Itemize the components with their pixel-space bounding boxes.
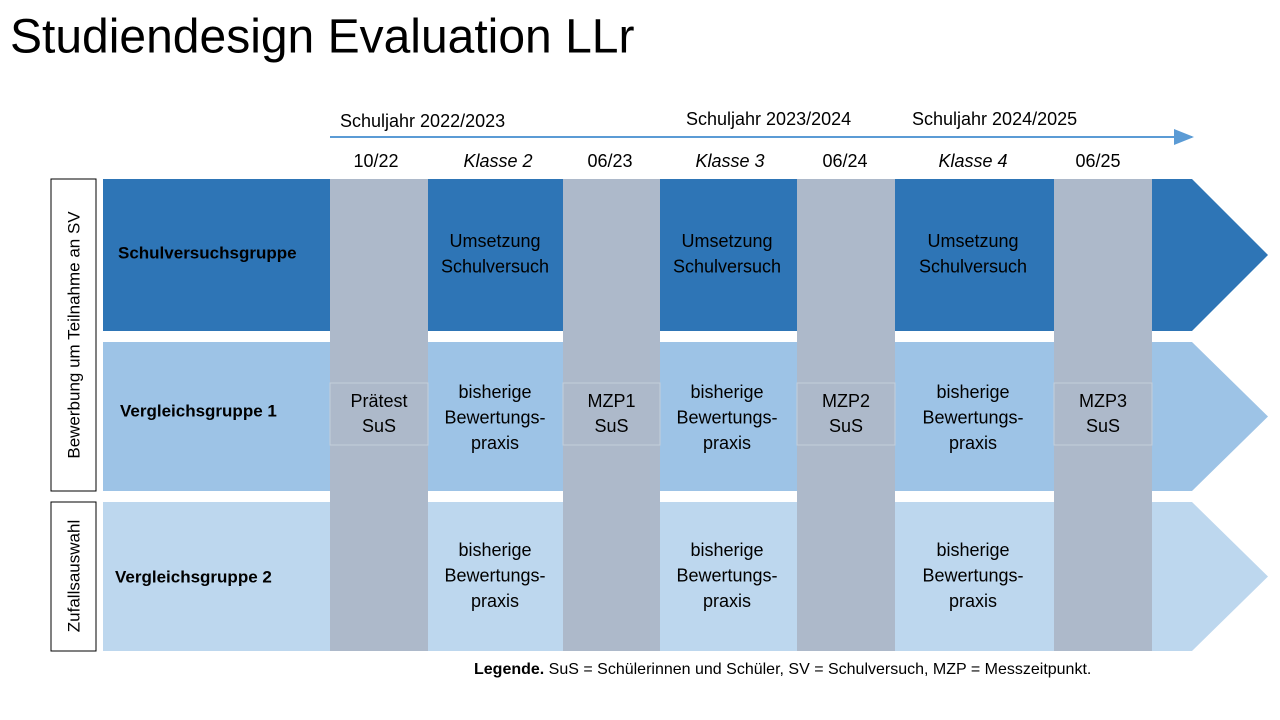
cell-text: bisherige [458, 382, 531, 402]
column-header: Klasse 4 [938, 151, 1007, 171]
column-header: 06/24 [822, 151, 867, 171]
measurement-column [1054, 179, 1152, 651]
column-header: 06/23 [587, 151, 632, 171]
cell-text: Bewertungs- [444, 407, 545, 427]
cell-text: praxis [949, 591, 997, 611]
cell-text: Umsetzung [449, 231, 540, 251]
cell-text: bisherige [690, 382, 763, 402]
cell-text: praxis [471, 591, 519, 611]
measurement-label: SuS [1086, 416, 1120, 436]
school-year: Schuljahr 2024/2025 [912, 109, 1077, 129]
cell-text: praxis [703, 591, 751, 611]
cell-text: Umsetzung [927, 231, 1018, 251]
measurement-label: SuS [362, 416, 396, 436]
measurement-box [329, 382, 429, 446]
cell-text: Schulversuch [673, 256, 781, 276]
measurement-label: MZP2 [822, 391, 870, 411]
measurement-label: MZP1 [587, 391, 635, 411]
measurement-box [796, 382, 896, 446]
measurement-box [1053, 382, 1153, 446]
legend-text: SuS = Schülerinnen und Schüler, SV = Sch… [544, 661, 1091, 678]
cell-text: praxis [471, 433, 519, 453]
side-label: Zufallsauswahl [64, 520, 83, 632]
cell-text: Bewertungs- [676, 565, 777, 585]
cell-text: Bewertungs- [922, 565, 1023, 585]
row-label: Vergleichsgruppe 1 [120, 401, 277, 420]
column-header: 10/22 [353, 151, 398, 171]
measurement-label: MZP3 [1079, 391, 1127, 411]
legend: Legende. SuS = Schülerinnen und Schüler,… [474, 661, 1091, 678]
row-label: Schulversuchsgruppe [118, 243, 297, 262]
measurement-label: Prätest [350, 391, 407, 411]
cell-text: bisherige [936, 382, 1009, 402]
column-header: Klasse 3 [695, 151, 764, 171]
measurement-label: SuS [829, 416, 863, 436]
cell-text: Bewertungs- [676, 407, 777, 427]
measurement-column [563, 179, 660, 651]
side-label: Bewerbung um Teilnahme an SV [64, 211, 83, 459]
cell-text: Bewertungs- [922, 407, 1023, 427]
legend-term: Legende. [474, 661, 544, 678]
measurement-label: SuS [594, 416, 628, 436]
column-header: Klasse 2 [463, 151, 532, 171]
cell-text: Umsetzung [681, 231, 772, 251]
school-year: Schuljahr 2023/2024 [686, 109, 851, 129]
side-box [50, 178, 97, 492]
measurement-column [797, 179, 895, 651]
cell-text: Schulversuch [441, 256, 549, 276]
side-box [50, 501, 97, 652]
title: Studiendesign Evaluation LLr [10, 11, 634, 64]
cell-text: Bewertungs- [444, 565, 545, 585]
cell-text: praxis [949, 433, 997, 453]
cell-text: bisherige [458, 540, 531, 560]
cell-text: bisherige [690, 540, 763, 560]
column-header: 06/25 [1075, 151, 1120, 171]
measurement-column [330, 179, 428, 651]
cell-text: Schulversuch [919, 256, 1027, 276]
measurement-box [562, 382, 661, 446]
school-year: Schuljahr 2022/2023 [340, 111, 505, 131]
row-label: Vergleichsgruppe 2 [115, 567, 272, 586]
cell-text: bisherige [936, 540, 1009, 560]
cell-text: praxis [703, 433, 751, 453]
